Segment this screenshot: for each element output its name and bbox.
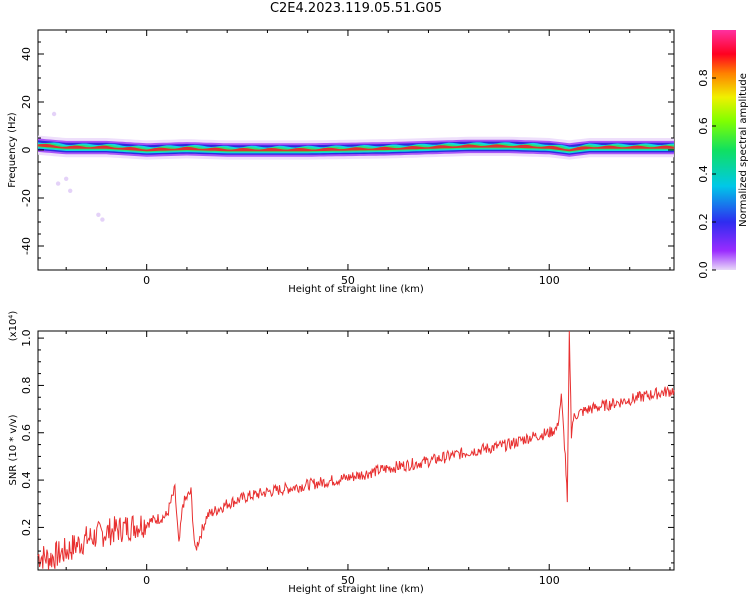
snr-xtick-label: 50 bbox=[341, 574, 355, 587]
snr-xtick-label: 0 bbox=[143, 574, 150, 587]
spectrogram-speckle bbox=[55, 181, 61, 186]
snr-xlabel: Height of straight line (km) bbox=[288, 584, 424, 595]
colorbar-gradient bbox=[712, 30, 736, 270]
page-title: C2E4.2023.119.05.51.G05 bbox=[269, 1, 443, 16]
spectrogram-speckle bbox=[51, 111, 57, 117]
spectrogram-panel: 0 50 100 -40 -20 0 20 40 Height of straight lin… bbox=[7, 29, 675, 295]
colorbar-tick-label: 0.4 bbox=[697, 165, 710, 183]
snr-xtick-label: 100 bbox=[539, 574, 560, 587]
colorbar-tick-label: 0.0 bbox=[697, 261, 710, 279]
snr-ylabel: SNR (10 * v/v) bbox=[8, 414, 19, 485]
colorbar-tick-label: 0.2 bbox=[697, 213, 710, 231]
colorbar: 0.0 0.2 0.4 0.6 0.8 Normalized spectral ampl… bbox=[697, 30, 749, 279]
spectrogram-ytick-label: -40 bbox=[20, 237, 33, 255]
spectrogram-speckle bbox=[96, 212, 101, 217]
spectrogram-speckle bbox=[63, 176, 69, 181]
spectrogram-xtick-label: 0 bbox=[143, 274, 150, 287]
snr-ytick-label: 1.0 bbox=[20, 329, 33, 347]
snr-ytick-label: 0.4 bbox=[20, 471, 33, 489]
spectrogram-ytick-label: -20 bbox=[20, 189, 33, 207]
snr-series-line bbox=[37, 330, 675, 570]
colorbar-tick-label: 0.6 bbox=[697, 117, 710, 135]
spectrogram-ticks: 0 50 100 -40 -20 0 20 40 bbox=[20, 29, 674, 287]
spectrogram-band bbox=[38, 111, 674, 222]
snr-ytick-label: 0.6 bbox=[20, 424, 33, 442]
spectrogram-xtick-label: 50 bbox=[341, 274, 355, 287]
snr-multiplier: (x10⁴) bbox=[8, 311, 19, 342]
spectrogram-speckle bbox=[100, 217, 105, 222]
spectrogram-xtick-label: 100 bbox=[539, 274, 560, 287]
snr-ytick-label: 0.8 bbox=[20, 377, 33, 395]
colorbar-ticks: 0.0 0.2 0.4 0.6 0.8 bbox=[697, 69, 716, 279]
spectrogram-ytick-label: 0 bbox=[20, 147, 33, 154]
spectrogram-xlabel: Height of straight line (km) bbox=[288, 284, 424, 295]
snr-panel: 0 50 100 0.2 0.4 0.6 0.8 1.0 Height of straight… bbox=[8, 311, 675, 595]
colorbar-tick-label: 0.8 bbox=[697, 69, 710, 87]
snr-ticks: 0 50 100 0.2 0.4 0.6 0.8 1.0 bbox=[20, 329, 674, 587]
spectrogram-speckle bbox=[68, 188, 73, 193]
spectrogram-ytick-label: 20 bbox=[20, 95, 33, 109]
spectrogram-ylabel: Frequency (Hz) bbox=[7, 112, 18, 188]
colorbar-label: Normalized spectral amplitude bbox=[738, 73, 749, 227]
spectrogram-band-level-5 bbox=[38, 143, 674, 152]
snr-ytick-label: 0.2 bbox=[20, 519, 33, 537]
spectrogram-ytick-label: 40 bbox=[20, 47, 33, 61]
